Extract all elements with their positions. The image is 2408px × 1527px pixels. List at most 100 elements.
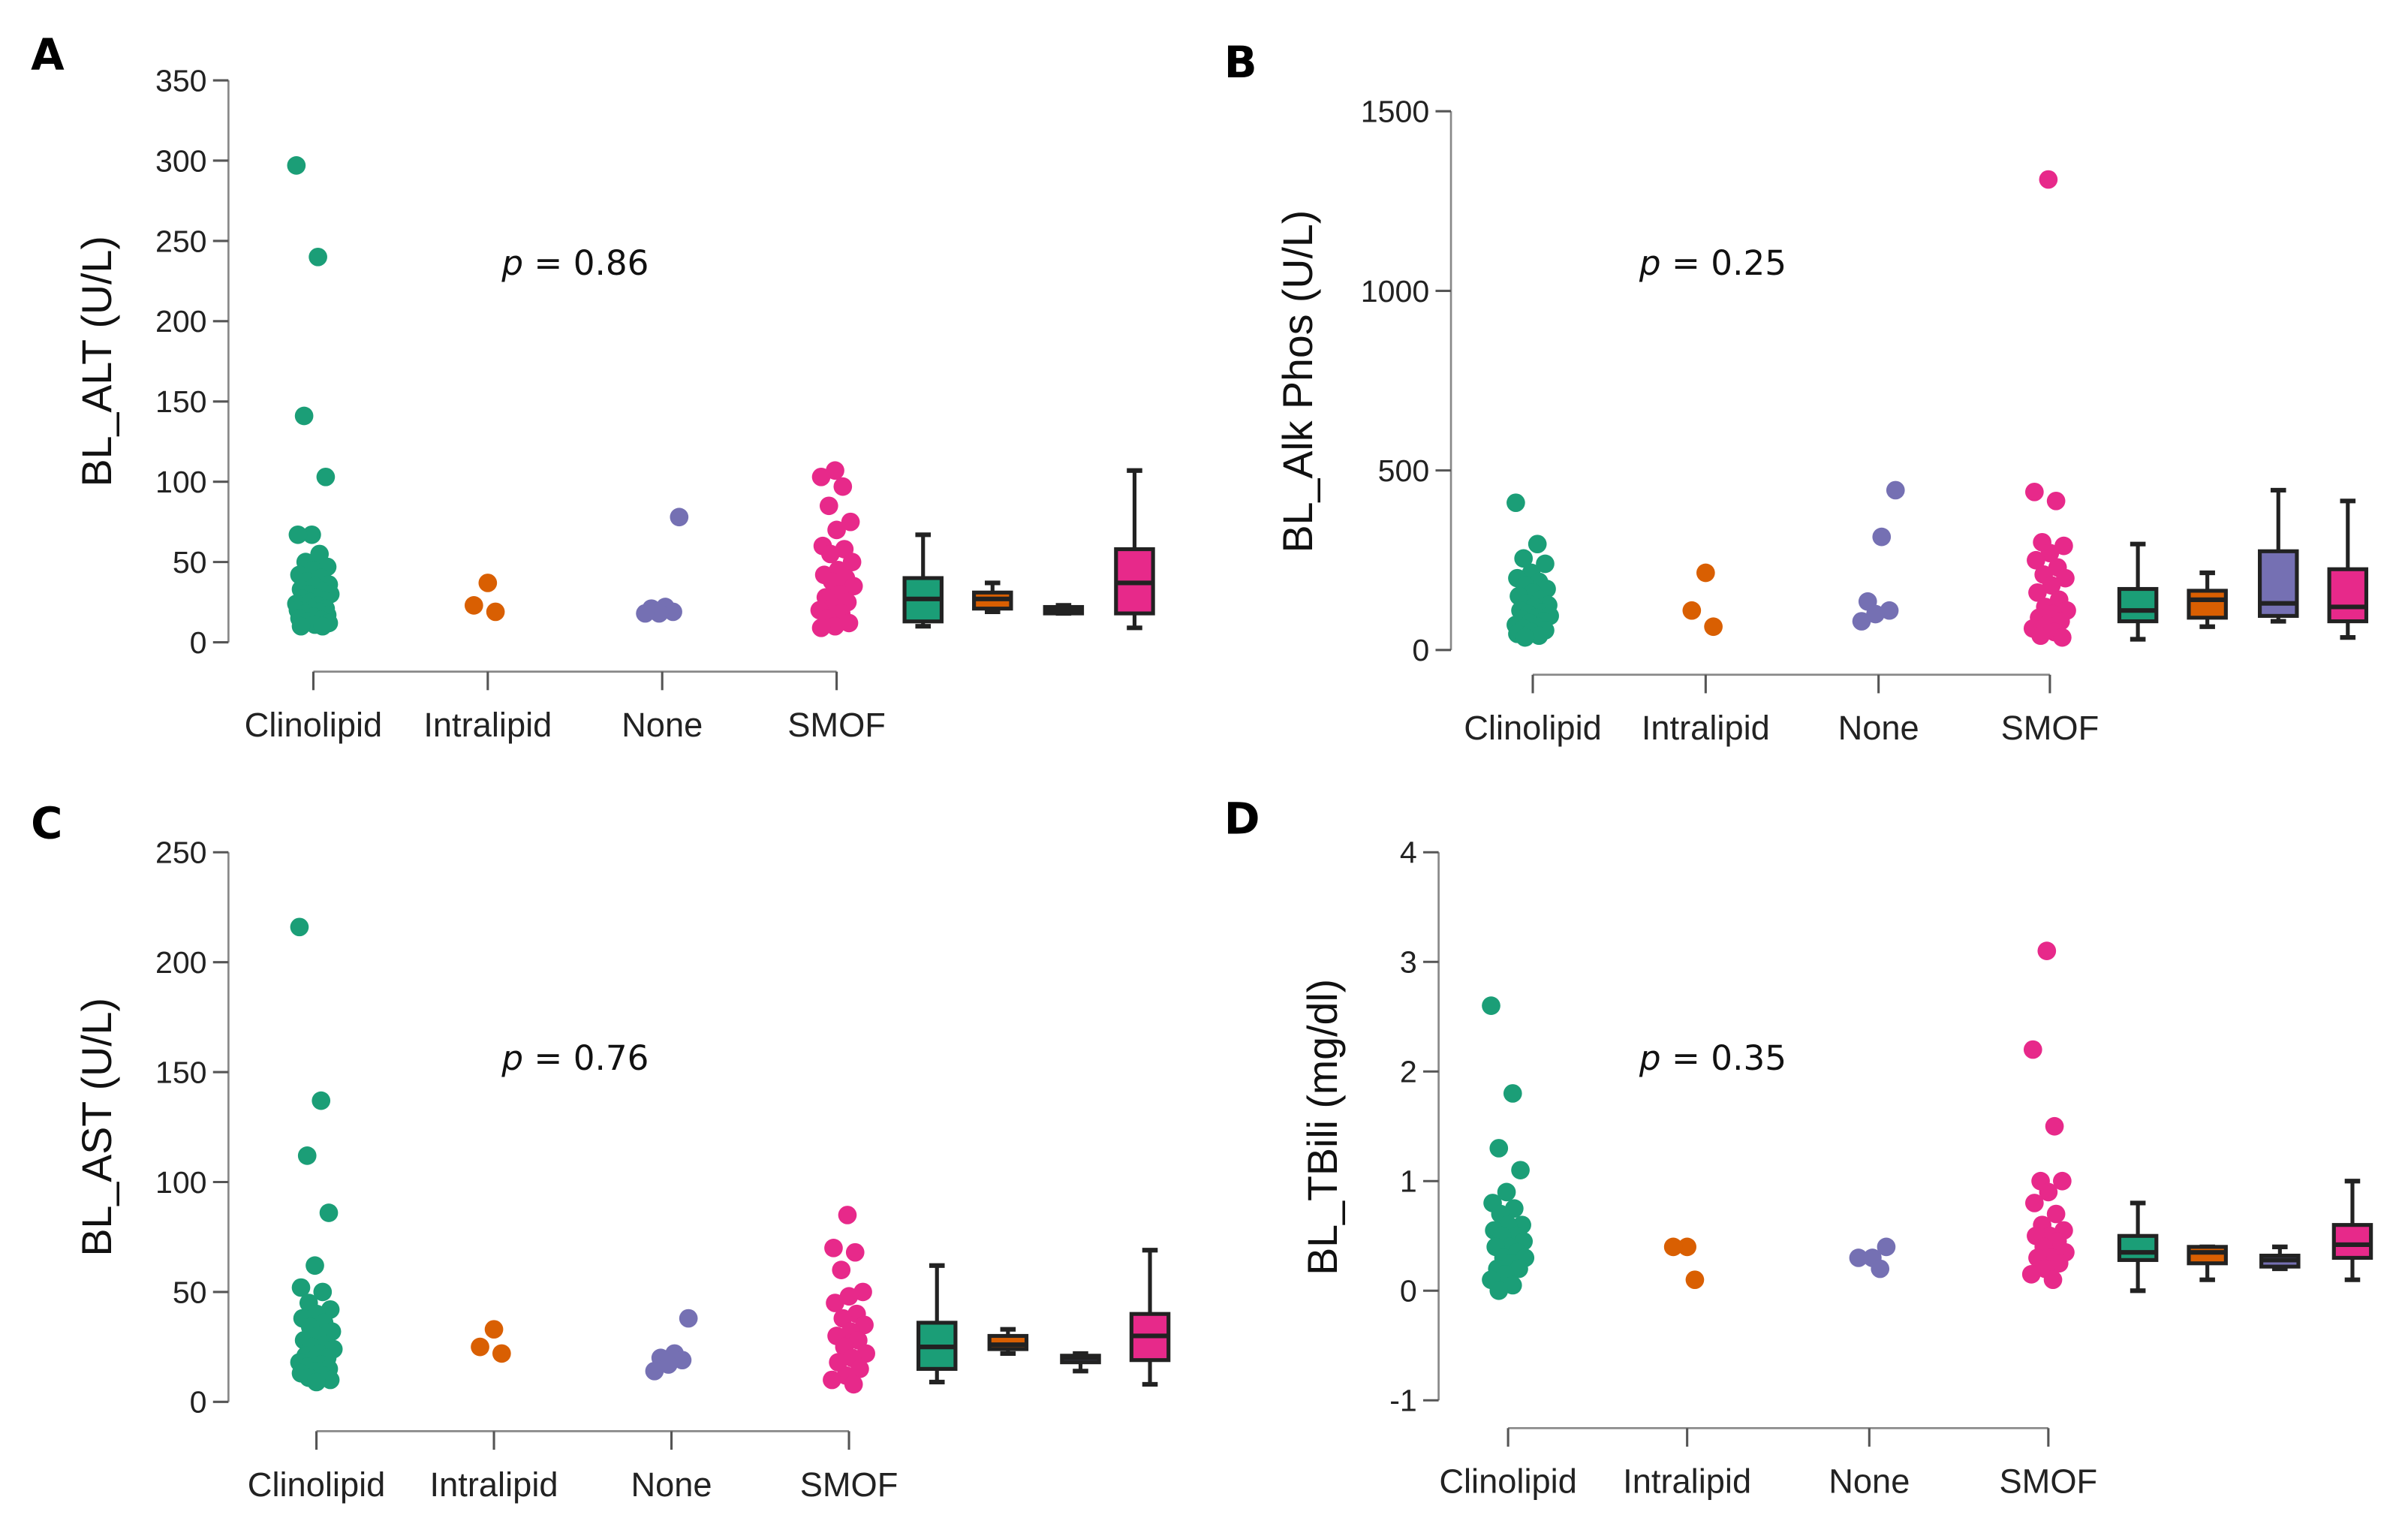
- data-point-clinolipid: [321, 1370, 340, 1390]
- y-tick-label: 100: [155, 465, 207, 499]
- y-tick-label: 1500: [1361, 95, 1429, 129]
- y-tick-label: 0: [1400, 1274, 1417, 1309]
- panel-b: B 0 500 1000 1500 BL_Alk Phos (U/L) Clinolipid…: [1224, 38, 2369, 747]
- data-point-none: [1866, 604, 1885, 624]
- data-point-smof: [827, 520, 846, 540]
- data-point-clinolipid: [291, 1278, 311, 1297]
- data-point-smof: [838, 1206, 857, 1224]
- data-point-smof: [2045, 1116, 2064, 1136]
- data-point-clinolipid: [1510, 1259, 1528, 1279]
- data-point-none: [645, 1361, 664, 1381]
- y-tick-label: 1: [1400, 1164, 1417, 1199]
- data-point-none: [1849, 1248, 1868, 1267]
- p-value-text: = 0.25: [1661, 243, 1786, 283]
- p-value-text: = 0.86: [523, 243, 649, 283]
- boxplot-none: [2259, 1244, 2301, 1272]
- data-point-intralipid: [1696, 563, 1715, 583]
- data-point-smof: [844, 1375, 863, 1394]
- data-point-smof: [845, 1242, 865, 1262]
- data-point-smof: [2028, 583, 2047, 602]
- data-point-clinolipid: [1528, 535, 1547, 554]
- data-point-none: [636, 604, 655, 623]
- y-tick-label: 0: [190, 1385, 207, 1420]
- data-point-clinolipid: [313, 1282, 333, 1302]
- p-value-annotation: p = 0.35: [1639, 1038, 1786, 1078]
- box: [2258, 549, 2299, 618]
- data-point-smof: [811, 618, 831, 637]
- boxplot-clinolipid: [902, 532, 944, 629]
- data-point-none: [1852, 612, 1871, 631]
- y-tick-label: 100: [155, 1165, 207, 1200]
- data-point-smof: [833, 477, 853, 496]
- x-tick-label: SMOF: [787, 706, 886, 744]
- data-point-smof: [823, 1370, 841, 1390]
- y-tick-label: 150: [155, 1055, 207, 1089]
- data-point-intralipid: [486, 602, 505, 622]
- x-tick-label: Clinolipid: [245, 706, 383, 744]
- data-point-intralipid: [478, 574, 498, 592]
- data-point-smof: [2039, 1182, 2058, 1202]
- y-axis-label: BL_ALT (U/L): [74, 236, 120, 486]
- data-point-intralipid: [484, 1320, 504, 1339]
- boxplot-smof: [1129, 1248, 1171, 1387]
- boxplot-intralipid: [2187, 570, 2228, 629]
- data-point-smof: [2053, 1171, 2072, 1191]
- data-point-smof: [2031, 626, 2050, 646]
- boxplot-clinolipid: [2117, 1200, 2159, 1294]
- data-point-clinolipid: [287, 156, 306, 175]
- data-point-smof: [826, 616, 844, 636]
- data-point-intralipid: [471, 1337, 489, 1357]
- data-point-clinolipid: [319, 1203, 339, 1222]
- boxplot-intralipid: [987, 1327, 1029, 1356]
- p-value-text: = 0.76: [523, 1038, 649, 1078]
- data-point-clinolipid: [303, 525, 321, 544]
- x-tick-label: SMOF: [2001, 709, 2099, 747]
- data-point-clinolipid: [1503, 1084, 1522, 1103]
- panel-c: C 0 50 100 150 200 250 BL_AST (U/L) Clinolipid In…: [31, 799, 1171, 1504]
- panel-d: D -1 0 1 2 3 4 BL_TBili (mg/dl) Clinolipid Intral…: [1224, 794, 2373, 1501]
- data-point-clinolipid: [1516, 628, 1535, 647]
- box: [2117, 586, 2159, 624]
- data-point-clinolipid: [290, 917, 309, 937]
- boxplot-none: [1060, 1351, 1101, 1374]
- data-point-smof: [2053, 628, 2072, 647]
- data-point-clinolipid: [1514, 549, 1534, 568]
- box: [2117, 1233, 2159, 1262]
- data-point-none: [649, 604, 669, 623]
- data-point-clinolipid: [1505, 1199, 1524, 1218]
- x-tick-label: SMOF: [800, 1465, 898, 1504]
- y-tick-label: 150: [155, 384, 207, 419]
- y-axis-label: BL_TBili (mg/dl): [1299, 979, 1346, 1276]
- y-axis-label: BL_Alk Phos (U/L): [1275, 210, 1321, 553]
- y-tick-label: 3: [1400, 945, 1417, 980]
- y-tick-label: 50: [173, 1275, 207, 1309]
- data-point-clinolipid: [288, 525, 308, 544]
- x-tick-label: None: [1829, 1462, 1910, 1501]
- x-tick-label: None: [1838, 709, 1919, 747]
- data-point-smof: [2040, 544, 2060, 563]
- data-point-clinolipid: [1482, 996, 1500, 1015]
- data-point-clinolipid: [1536, 554, 1555, 574]
- boxplot-none: [1043, 603, 1085, 616]
- data-point-smof: [2043, 1270, 2063, 1290]
- p-value-text: = 0.35: [1661, 1038, 1786, 1078]
- p-symbol: p: [1639, 243, 1661, 283]
- panel-label: B: [1224, 38, 1257, 88]
- y-tick-label: 300: [155, 143, 207, 178]
- x-tick-label: Clinolipid: [1464, 709, 1602, 747]
- data-point-none: [1871, 1259, 1890, 1279]
- panel-a: A 0 50 100 150 200 250 300 350 BL_ALT (U/L) Clinol…: [31, 30, 1155, 744]
- boxplot-intralipid: [2187, 1244, 2228, 1282]
- x-tick-label: Intralipid: [1623, 1462, 1751, 1501]
- x-tick-label: None: [622, 706, 703, 744]
- data-point-smof: [2054, 536, 2073, 556]
- data-point-smof: [2042, 576, 2061, 595]
- boxplot-smof: [2331, 1179, 2373, 1282]
- x-tick-label: Intralipid: [1642, 709, 1770, 747]
- data-point-smof: [821, 544, 840, 564]
- data-point-clinolipid: [1507, 493, 1525, 513]
- box: [2327, 567, 2369, 624]
- data-point-clinolipid: [291, 616, 311, 636]
- data-point-none: [679, 1309, 698, 1328]
